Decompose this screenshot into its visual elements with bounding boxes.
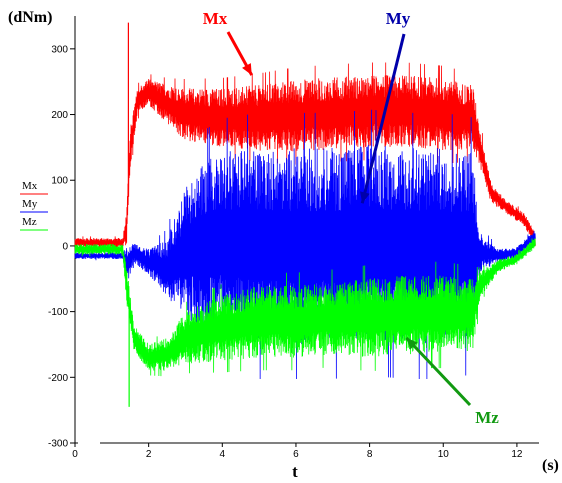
series-Mx: [74, 22, 536, 249]
y-tick-label: 100: [51, 176, 68, 187]
legend-label-My: My: [22, 198, 38, 210]
x-tick-label: 10: [438, 449, 450, 460]
annotation-Mz: Mz: [405, 336, 499, 427]
legend-label-Mx: Mx: [22, 180, 38, 192]
y-tick-label: -300: [48, 439, 68, 450]
x-tick-label: 8: [367, 449, 373, 460]
annotation-arrow: [405, 336, 472, 407]
axes: -300 -200 -100 0 100 200 300 0 2 4 6 8 10 12: [48, 16, 539, 460]
y-axis-label: (dNm): [8, 9, 52, 26]
x-tick-label: 0: [72, 449, 78, 460]
annotation-label: Mx: [203, 9, 228, 28]
y-tick-label: 200: [51, 110, 68, 121]
x-tick-label: 2: [146, 449, 152, 460]
series-Mz: [74, 238, 536, 407]
series-layer: [74, 22, 536, 407]
annotation-label: My: [386, 9, 411, 28]
annotation-label: Mz: [475, 408, 499, 427]
legend-label-Mz: Mz: [22, 216, 37, 228]
annotations: Mx My Mz: [203, 9, 500, 427]
x-tick-label: 6: [293, 449, 299, 460]
annotation-arrow: [360, 33, 406, 204]
annotation-arrowhead: [242, 63, 252, 76]
legend: Mx My Mz: [20, 180, 48, 231]
x-tick-label: 4: [220, 449, 226, 460]
y-tick-label: -200: [48, 373, 68, 384]
y-tick-label: 0: [62, 241, 68, 252]
x-axis-unit: (s): [542, 457, 559, 474]
series-line-Mx: [74, 62, 536, 249]
y-tick-label: 300: [51, 44, 68, 55]
annotation-arrowhead: [406, 337, 418, 350]
x-tick-label: 12: [511, 449, 523, 460]
annotation-My: My: [360, 9, 411, 204]
y-tick-label: -100: [48, 307, 68, 318]
series-line-Mz: [74, 238, 536, 377]
annotation-Mx: Mx: [203, 9, 254, 76]
x-axis-label: t: [292, 462, 298, 481]
annotation-arrowhead: [360, 191, 370, 204]
